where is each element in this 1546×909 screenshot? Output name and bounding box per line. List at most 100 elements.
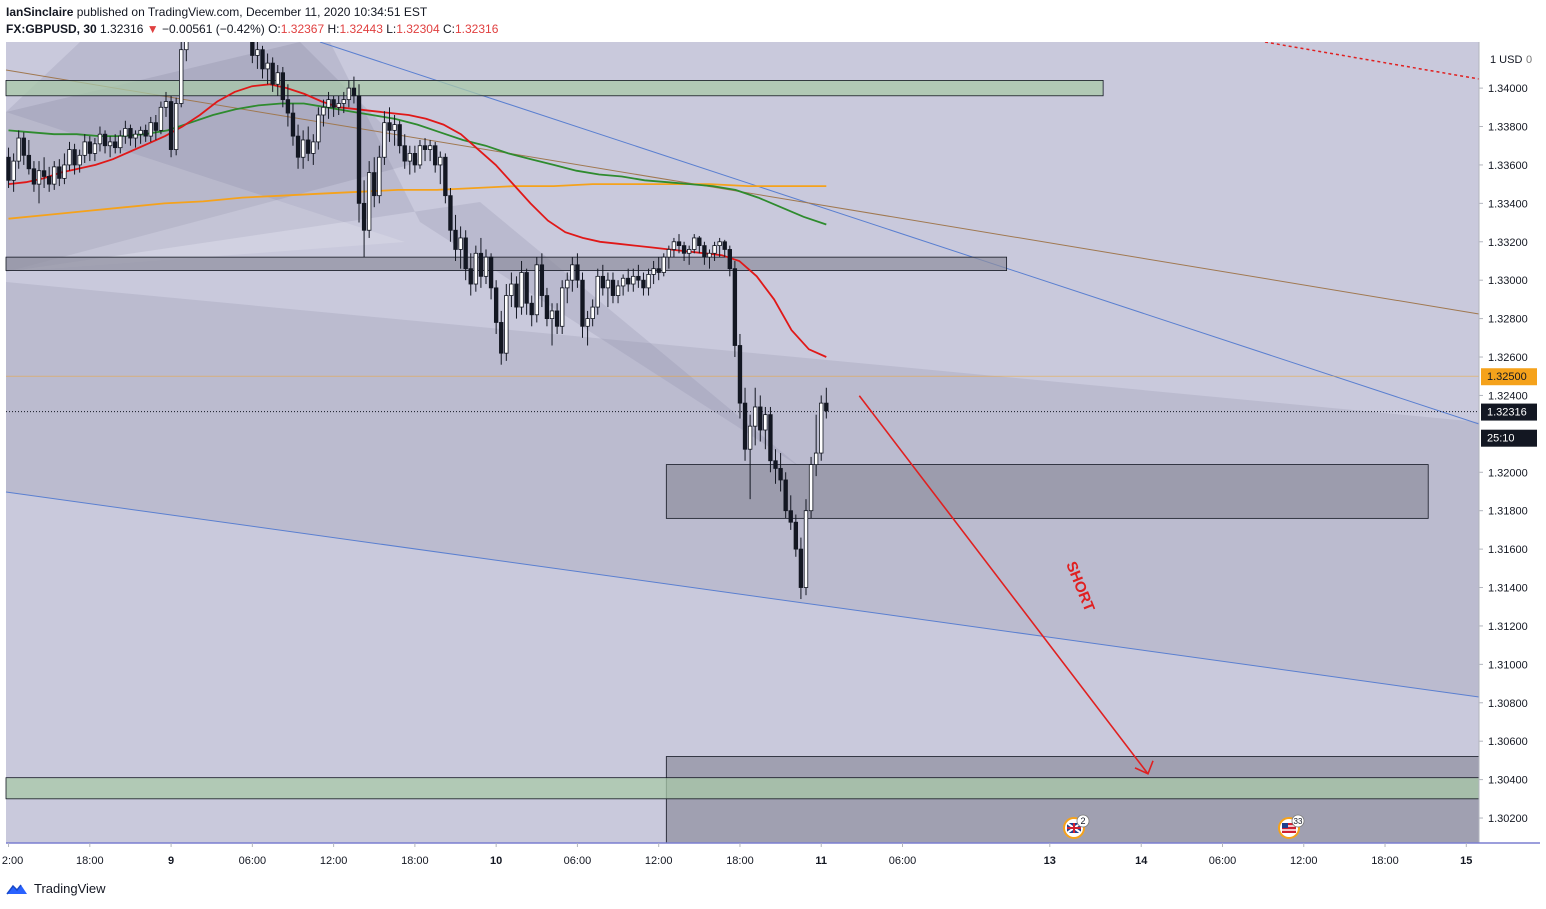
candle[interactable] [306,126,311,162]
candle[interactable] [173,97,179,156]
candle[interactable] [290,103,296,146]
candle[interactable] [270,57,275,92]
candle[interactable] [641,272,646,296]
candle[interactable] [87,136,92,162]
candle[interactable] [692,234,697,254]
candle[interactable] [260,45,265,79]
candle[interactable] [341,91,346,114]
candle[interactable] [651,260,656,285]
candle[interactable] [773,449,778,484]
candle[interactable] [31,161,37,192]
candle[interactable] [798,537,804,600]
candle[interactable] [702,241,707,265]
candle[interactable] [626,268,631,292]
candle[interactable] [676,234,682,254]
candle[interactable] [102,130,108,154]
candle[interactable] [768,406,773,473]
candle[interactable] [473,245,479,292]
candle[interactable] [372,157,377,208]
time-axis[interactable]: 2:00 18:00 9 06:00 12:00 18:00 10 06:00 12:00 18:… [2,842,1540,876]
candle[interactable] [250,42,255,64]
candle[interactable] [275,65,280,96]
candle[interactable] [600,264,605,296]
candle[interactable] [514,276,519,319]
candle[interactable] [671,237,677,258]
candle[interactable] [620,274,626,296]
candle[interactable] [123,120,128,144]
candle[interactable] [478,237,484,288]
candle[interactable] [468,253,473,296]
candle[interactable] [433,141,438,173]
candle[interactable] [300,130,306,169]
candle[interactable] [544,287,550,327]
candle[interactable] [666,245,672,269]
candle[interactable] [519,260,524,315]
candle[interactable] [539,253,545,308]
candle[interactable] [646,268,651,296]
candle[interactable] [331,95,336,117]
candle[interactable] [590,299,595,327]
candle[interactable] [631,268,636,292]
candle[interactable] [615,280,621,304]
candle[interactable] [280,66,286,108]
candle[interactable] [346,80,352,108]
candle[interactable] [67,141,72,171]
candle[interactable] [483,249,489,285]
candle[interactable] [21,132,26,165]
candle[interactable] [26,139,32,175]
candle[interactable] [661,253,666,277]
candle[interactable] [824,387,829,419]
candle[interactable] [179,42,184,108]
candle[interactable] [803,499,809,596]
candle[interactable] [148,116,153,142]
candle[interactable] [392,114,397,146]
green-zone[interactable] [5,80,1104,97]
candle[interactable] [565,272,570,304]
candle[interactable] [560,280,565,334]
candle[interactable] [133,130,138,148]
candle[interactable] [168,95,174,158]
candle[interactable] [488,253,494,300]
candle[interactable] [356,84,362,223]
candle[interactable] [107,136,113,158]
gray-zone[interactable] [5,256,1008,271]
candle[interactable] [351,76,357,104]
candle[interactable] [77,149,82,173]
candle[interactable] [697,236,702,254]
candle[interactable] [549,303,555,346]
candle[interactable] [128,124,133,146]
candle[interactable] [438,151,443,185]
candle[interactable] [712,241,717,261]
candle[interactable] [458,226,463,269]
candle[interactable] [819,395,824,461]
candle[interactable] [463,230,468,281]
candle[interactable] [113,134,118,154]
candle[interactable] [707,249,712,269]
candle[interactable] [62,153,67,185]
candle[interactable] [366,161,372,238]
price-chart[interactable]: SHORT 2 33 1 USD 0 1.340001.338001.33600… [0,42,1546,876]
candle[interactable] [36,161,42,204]
candle[interactable] [382,111,387,165]
candle[interactable] [16,130,21,169]
candle[interactable] [422,138,428,162]
candle[interactable] [265,53,270,85]
candle[interactable] [92,138,98,162]
price-axis[interactable]: 1 USD 0 1.34000 1.33800 1.33600 1.33400 1.33… [1478,42,1540,843]
candle[interactable] [295,124,301,169]
candle[interactable] [163,91,169,117]
candle[interactable] [82,134,87,164]
candle[interactable] [97,126,103,152]
candle[interactable] [427,139,433,162]
symbol-label[interactable]: FX:GBPUSD, 30 [6,22,97,36]
candle[interactable] [753,387,758,446]
uk-event-icon[interactable]: 2 [1063,814,1090,839]
candle[interactable] [52,161,57,190]
footer-brand[interactable]: TradingView [6,881,106,896]
candle[interactable] [529,295,534,327]
candle[interactable] [138,126,143,144]
candle[interactable] [727,245,732,277]
candle[interactable] [758,395,763,442]
candle[interactable] [443,153,448,204]
candle[interactable] [610,272,616,304]
